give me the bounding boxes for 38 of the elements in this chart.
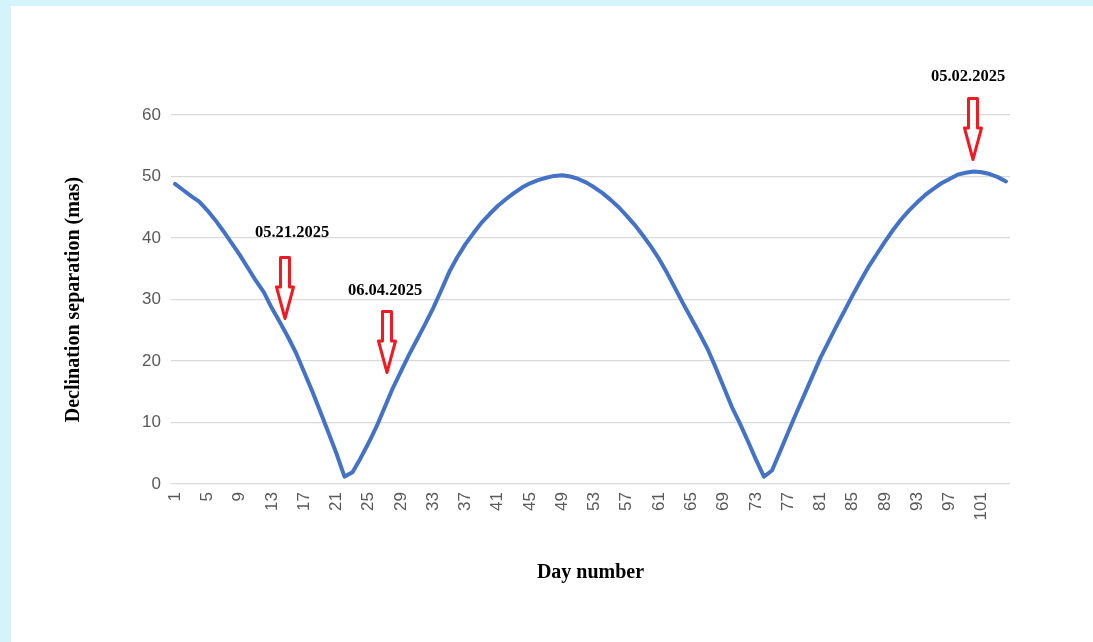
x-tick-label: 33 (422, 492, 442, 511)
x-tick-label: 69 (713, 492, 733, 511)
x-tick-label: 21 (326, 492, 346, 511)
y-tick-label: 60 (142, 104, 161, 124)
annotation: 06.04.2025 (347, 280, 423, 299)
x-tick-label: 101 (971, 492, 991, 521)
x-tick-label: 29 (390, 492, 410, 511)
x-tick-label: 65 (681, 492, 701, 511)
x-tick-label: 97 (939, 492, 959, 511)
y-tick-label: 10 (142, 412, 161, 432)
x-tick-label: 73 (745, 492, 765, 511)
x-tick-label: 37 (455, 492, 475, 511)
y-tick-label: 40 (142, 227, 161, 247)
x-tick-label: 13 (261, 492, 281, 511)
y-tick-label: 20 (142, 350, 161, 370)
x-tick-label: 93 (906, 492, 926, 511)
y-tick-label: 50 (142, 166, 161, 186)
x-tick-label: 9 (229, 492, 249, 502)
x-tick-label: 41 (487, 492, 507, 511)
x-tick-label: 1 (164, 492, 184, 502)
text: 05.02.2025 (930, 66, 1006, 85)
x-tick-label: 49 (551, 492, 571, 511)
annotation: 05.21.2025 (254, 222, 330, 241)
x-tick-label: 57 (616, 492, 636, 511)
x-tick-label: 25 (358, 492, 378, 511)
x-tick-label: 81 (810, 492, 830, 511)
x-tick-label: 89 (874, 492, 894, 511)
y-axis-title: Declination separation (mas) (61, 176, 85, 423)
x-tick-label: 61 (648, 492, 668, 511)
x-tick-label: 45 (519, 492, 539, 511)
x-axis-title: Day number (536, 560, 645, 584)
x-tick-label: 77 (777, 492, 797, 511)
x-tick-label: 17 (293, 492, 313, 511)
y-tick-label: 30 (142, 289, 161, 309)
x-tick-label: 5 (196, 492, 216, 502)
x-tick-label: 53 (584, 492, 604, 511)
x-tick-label: 85 (842, 492, 862, 511)
y-tick-label: 0 (151, 473, 161, 493)
